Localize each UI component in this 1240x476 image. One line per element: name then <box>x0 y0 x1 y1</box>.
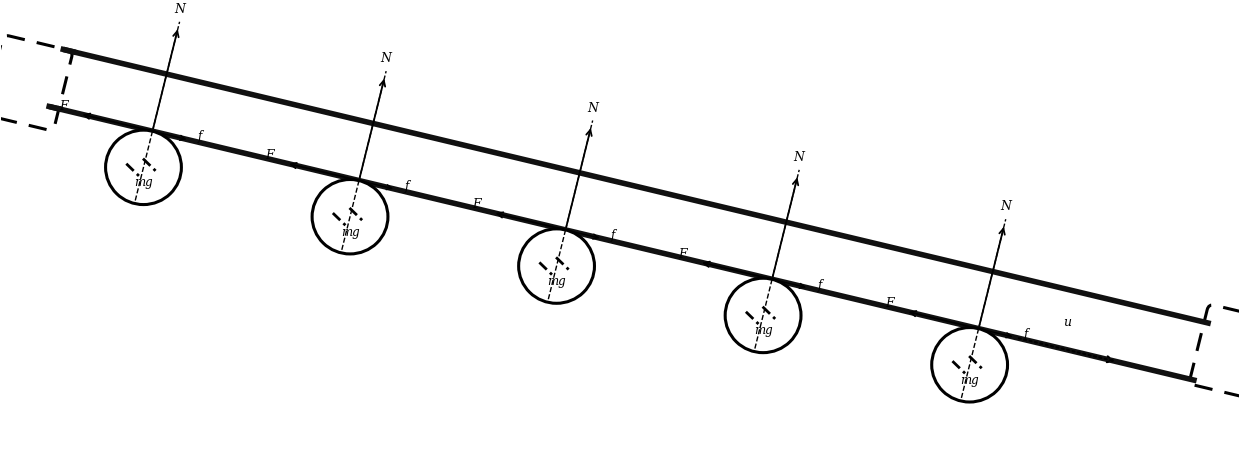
Text: mg: mg <box>341 225 360 238</box>
Circle shape <box>105 131 181 205</box>
Text: mg: mg <box>547 275 565 288</box>
Text: N: N <box>587 101 598 115</box>
Circle shape <box>725 278 801 353</box>
Text: f: f <box>1024 327 1028 340</box>
Text: mg: mg <box>134 176 153 189</box>
Text: N: N <box>381 52 392 65</box>
Text: u: u <box>1063 315 1071 328</box>
Text: F: F <box>58 99 67 112</box>
Circle shape <box>518 229 594 304</box>
Text: f: f <box>404 179 409 192</box>
Text: N: N <box>174 3 185 16</box>
Text: F: F <box>678 247 687 260</box>
Text: mg: mg <box>754 324 773 337</box>
Circle shape <box>931 328 1008 402</box>
Text: N: N <box>999 200 1011 213</box>
Text: N: N <box>794 151 805 164</box>
Text: F: F <box>885 297 894 309</box>
Text: F: F <box>265 149 274 162</box>
Text: f: f <box>611 229 615 242</box>
Text: mg: mg <box>960 373 978 386</box>
Circle shape <box>312 180 388 254</box>
Text: f: f <box>198 130 202 143</box>
Text: F: F <box>472 198 481 211</box>
Text: f: f <box>817 278 822 291</box>
